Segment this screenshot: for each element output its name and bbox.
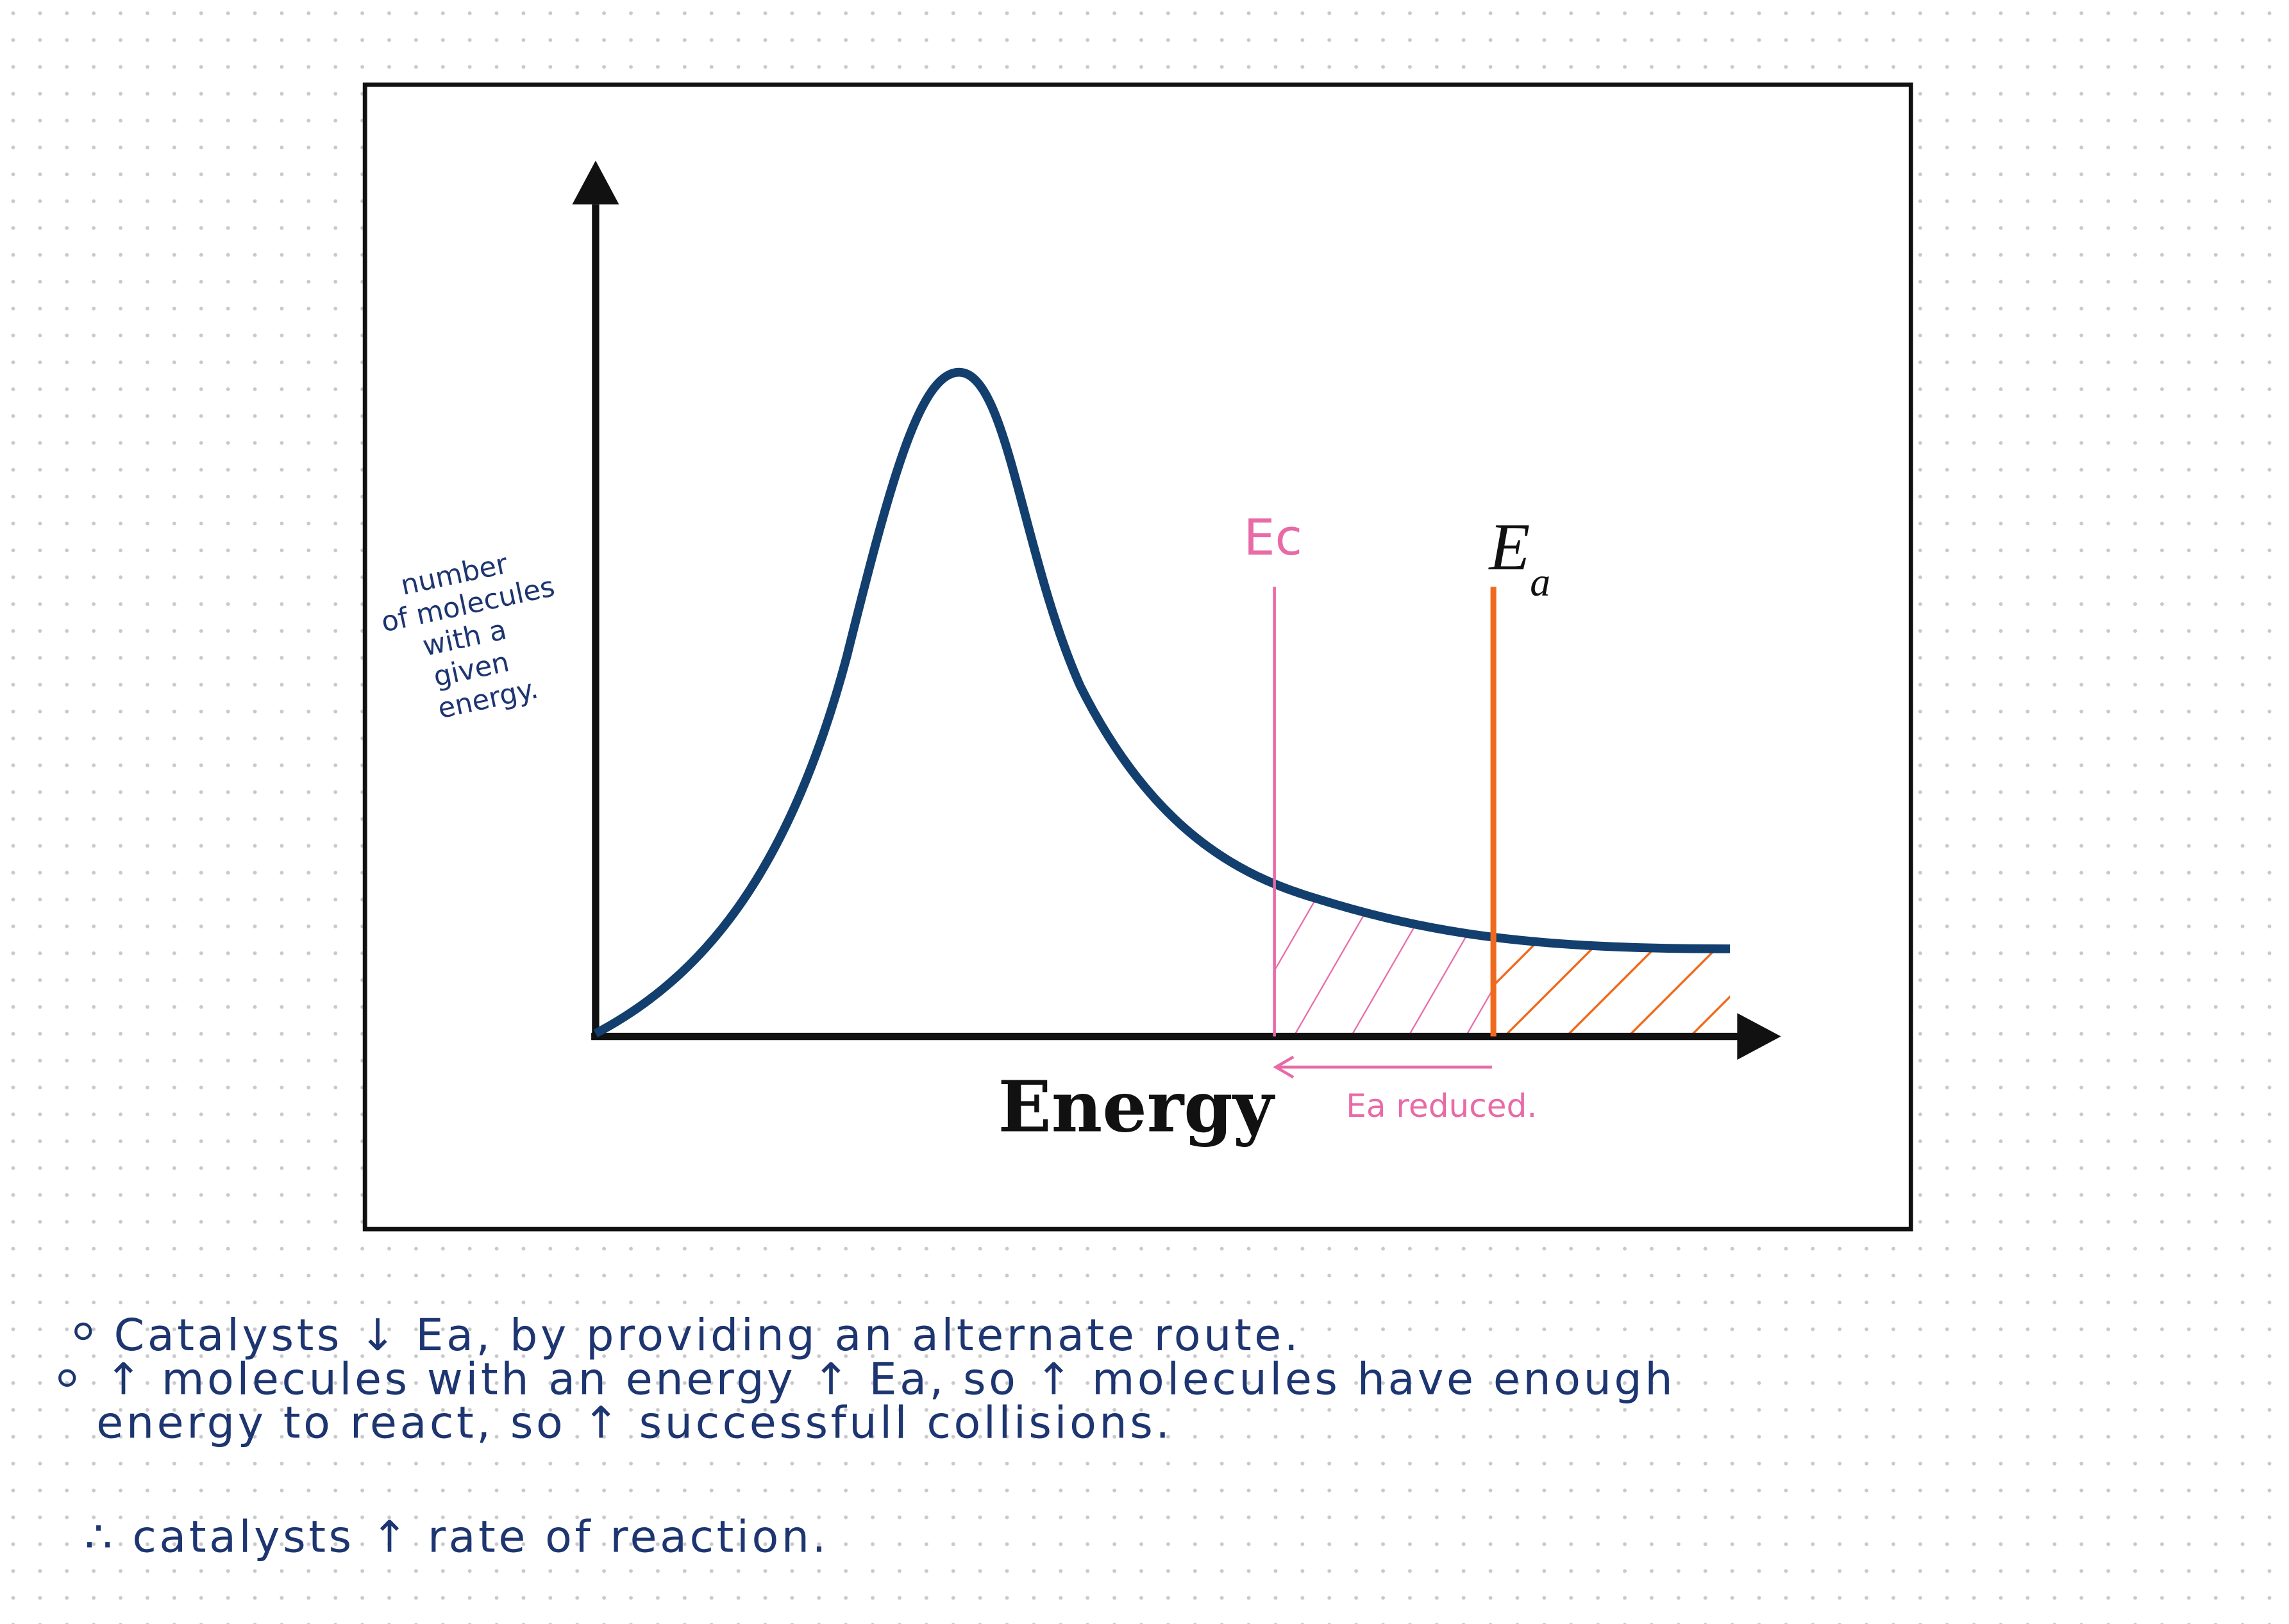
x-axis-label: Energy xyxy=(998,1066,1275,1148)
y-axis-arrow xyxy=(572,160,619,205)
bullet xyxy=(74,1322,92,1341)
bullet xyxy=(58,1369,76,1387)
activation-subscript: a xyxy=(1530,559,1550,605)
note-line: ↑ molecules with an energy ↑ Ea, so ↑ mo… xyxy=(105,1354,1675,1405)
y-axis-label: number of molecules with a given energy. xyxy=(378,548,557,726)
activation-marker: Ea xyxy=(1488,510,1550,605)
distribution-curve xyxy=(593,367,1730,1038)
note-line: Catalysts ↓ Ea, by providing an alternat… xyxy=(114,1310,1302,1361)
note-line: ∴ catalysts ↑ rate of reaction. xyxy=(85,1512,829,1562)
x-axis-arrow xyxy=(1737,1013,1781,1060)
arrow-label: Ea reduced. xyxy=(1346,1087,1537,1125)
catalyst-marker: Ec xyxy=(1244,509,1302,567)
note-line: energy to react, so ↑ successfull collis… xyxy=(96,1398,1172,1449)
reduction-arrow-head xyxy=(1273,1055,1295,1079)
activation-symbol: E xyxy=(1488,510,1530,584)
